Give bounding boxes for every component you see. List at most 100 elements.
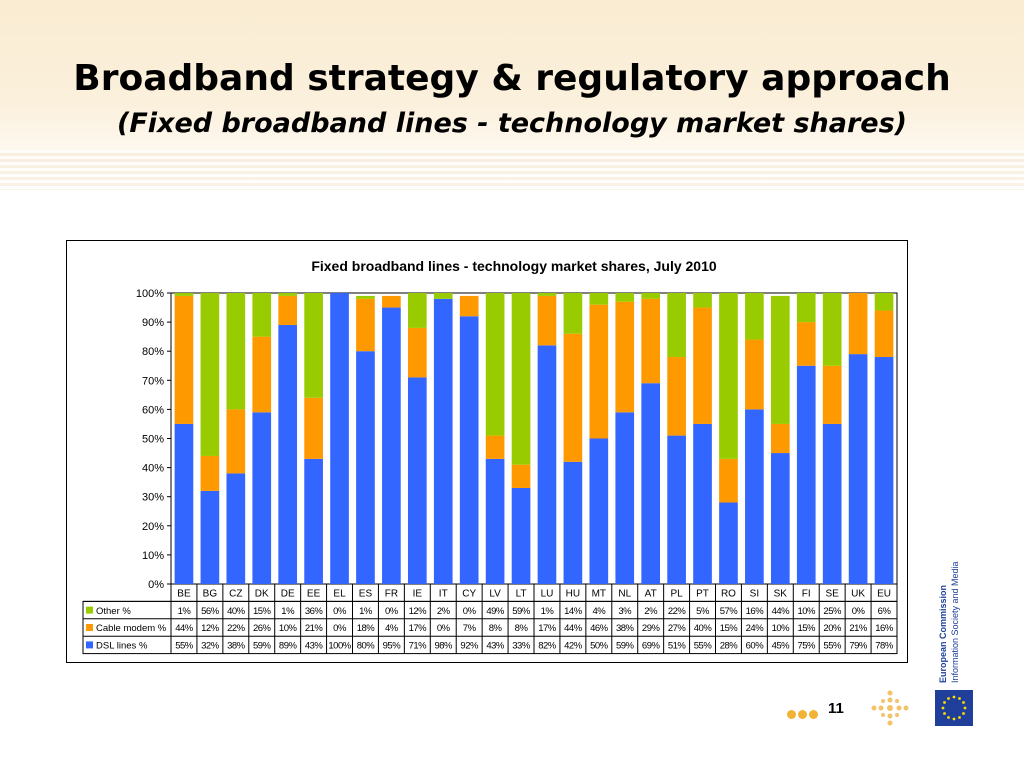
data-label: 92% <box>460 641 479 652</box>
bar-other-si <box>745 293 764 340</box>
category-label: UK <box>851 588 865 599</box>
y-tick-label: 100% <box>136 288 164 300</box>
data-label: 0% <box>333 623 347 634</box>
ec-logo-line1: European Commission <box>938 585 948 683</box>
legend-label: DSL lines % <box>96 641 148 652</box>
bar-cable-ie <box>407 327 427 378</box>
bar-dsl-de <box>278 325 298 584</box>
eu-flag-icon <box>935 690 973 726</box>
bar-cable-lt <box>511 464 531 488</box>
bar-dsl-be <box>174 423 194 584</box>
category-label: CY <box>462 588 476 599</box>
data-label: 0% <box>437 623 451 634</box>
data-label: 42% <box>564 641 583 652</box>
data-label: 44% <box>175 623 194 634</box>
data-label: 100% <box>328 641 351 652</box>
data-label: 95% <box>383 641 402 652</box>
data-label: 80% <box>357 641 376 652</box>
bar-other-nl <box>615 293 635 302</box>
data-label: 24% <box>746 623 765 634</box>
data-label: 98% <box>434 641 453 652</box>
bar-other-pl <box>667 293 686 358</box>
slide-title: Broadband strategy & regulatory approach <box>73 58 951 99</box>
data-label: 22% <box>227 623 246 634</box>
data-label: 32% <box>201 641 220 652</box>
bar-cable-dk <box>252 336 272 413</box>
bar-dsl-pt <box>693 423 712 584</box>
bar-cable-uk <box>848 293 868 355</box>
category-label: MT <box>592 588 606 599</box>
data-label: 60% <box>746 641 765 652</box>
bar-cable-mt <box>589 304 609 439</box>
bar-other-se <box>822 293 842 366</box>
bar-dsl-lv <box>485 458 505 584</box>
data-label: 36% <box>305 606 324 617</box>
category-label: SK <box>774 588 788 599</box>
y-tick-label: 10% <box>142 550 164 562</box>
bar-other-ee <box>304 293 323 398</box>
bar-dsl-fr <box>382 307 401 584</box>
data-label: 56% <box>201 606 220 617</box>
bar-cable-se <box>822 365 842 424</box>
bar-dsl-at <box>641 383 661 584</box>
bar-cable-lu <box>537 295 557 346</box>
category-label: DE <box>281 588 295 599</box>
bar-other-lu <box>537 293 557 296</box>
decorative-dots-icon <box>871 690 909 726</box>
category-label: BG <box>203 588 218 599</box>
legend-swatch <box>86 624 93 631</box>
data-label: 17% <box>409 623 428 634</box>
data-label: 3% <box>618 606 632 617</box>
data-label: 1% <box>359 606 373 617</box>
data-label: 55% <box>823 641 842 652</box>
data-label: 14% <box>564 606 583 617</box>
data-label: 89% <box>279 641 298 652</box>
bar-other-pt <box>693 293 712 308</box>
category-label: DK <box>255 588 269 599</box>
bar-cable-si <box>745 339 764 410</box>
legend-label: Other % <box>96 606 131 617</box>
category-label: PT <box>696 588 709 599</box>
category-label: ES <box>359 588 373 599</box>
legend-label: Cable modem % <box>96 623 167 634</box>
bar-dsl-uk <box>848 354 868 584</box>
bar-cable-cy <box>459 295 479 317</box>
category-label: NL <box>618 588 631 599</box>
bar-other-at <box>641 293 661 299</box>
data-label: 12% <box>409 606 428 617</box>
data-label: 44% <box>772 606 791 617</box>
data-label: 27% <box>668 623 687 634</box>
header-stripes <box>0 150 1024 190</box>
bar-cable-cz <box>226 409 246 474</box>
bar-cable-at <box>641 298 661 384</box>
category-label: HU <box>566 588 580 599</box>
bar-cable-nl <box>615 301 635 413</box>
chart-title: Fixed broadband lines - technology marke… <box>311 258 717 274</box>
data-label: 2% <box>437 606 451 617</box>
data-label: 59% <box>616 641 635 652</box>
data-label: 59% <box>512 606 531 617</box>
category-label: RO <box>721 588 736 599</box>
legend-swatch <box>86 606 93 614</box>
ec-logo-line2: Information Society and Media <box>950 561 960 683</box>
data-label: 78% <box>875 641 894 652</box>
data-label: 45% <box>772 641 791 652</box>
bar-other-es <box>356 295 375 299</box>
bar-dsl-lt <box>511 487 531 584</box>
bar-dsl-eu <box>874 357 894 584</box>
page-number: 11 <box>828 700 844 717</box>
bar-dsl-bg <box>200 490 220 584</box>
data-label: 8% <box>489 623 503 634</box>
data-label: 10% <box>279 623 298 634</box>
bar-dsl-it <box>433 298 453 584</box>
data-label: 1% <box>178 606 192 617</box>
bar-dsl-cz <box>226 473 246 584</box>
data-label: 38% <box>616 623 635 634</box>
y-tick-label: 30% <box>142 492 164 504</box>
data-label: 8% <box>515 623 529 634</box>
data-label: 38% <box>227 641 246 652</box>
bar-cable-ee <box>304 397 323 459</box>
bar-dsl-se <box>822 423 842 584</box>
data-label: 59% <box>253 641 272 652</box>
data-label: 49% <box>486 606 505 617</box>
